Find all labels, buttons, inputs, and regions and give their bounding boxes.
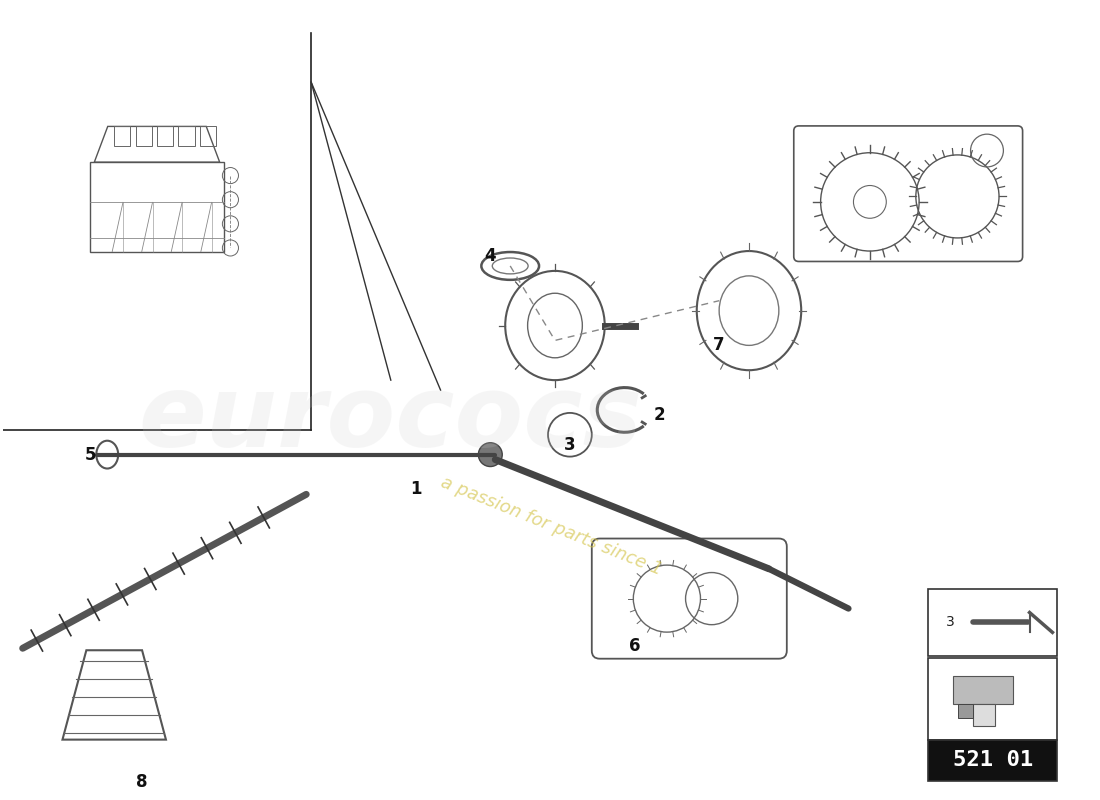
Text: 3: 3: [946, 615, 955, 630]
Bar: [178, 126, 195, 146]
Text: 521 01: 521 01: [953, 750, 1033, 770]
Bar: [157, 126, 173, 146]
Bar: [200, 126, 216, 146]
Text: 5: 5: [85, 446, 96, 464]
FancyBboxPatch shape: [928, 658, 1057, 740]
Bar: [972, 704, 994, 726]
Text: 4: 4: [484, 247, 496, 265]
Text: 3: 3: [564, 436, 575, 454]
Text: eurococs: eurococs: [139, 371, 642, 468]
Text: 7: 7: [713, 336, 725, 354]
FancyBboxPatch shape: [928, 740, 1057, 782]
Bar: [953, 676, 1013, 704]
Bar: [958, 704, 972, 718]
Text: 1: 1: [410, 480, 421, 498]
FancyBboxPatch shape: [928, 589, 1057, 656]
Text: a passion for parts since 1: a passion for parts since 1: [438, 473, 682, 586]
Bar: [135, 126, 152, 146]
Bar: [90, 162, 224, 251]
Text: 8: 8: [136, 774, 147, 791]
Circle shape: [478, 442, 503, 466]
Text: 6: 6: [629, 638, 640, 655]
Bar: [114, 126, 130, 146]
Text: 2: 2: [653, 406, 666, 424]
